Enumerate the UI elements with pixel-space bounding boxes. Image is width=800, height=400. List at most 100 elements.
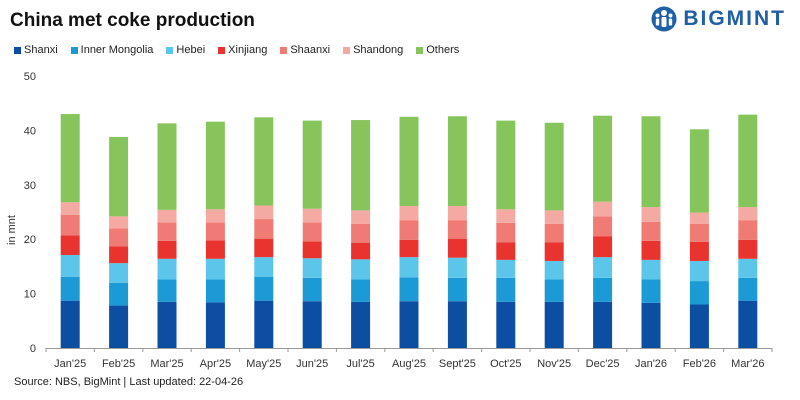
bar-segment-shandong [254, 205, 274, 220]
x-tick-label: Nov'25 [537, 358, 571, 370]
bar-segment-shanxi [738, 300, 758, 348]
x-tick-label: Dec'25 [586, 358, 620, 370]
bar-segment-others [205, 121, 225, 210]
bar-segment-xinjiang [157, 240, 177, 259]
legend-item-inner-mongolia: Inner Mongolia [70, 44, 153, 56]
legend-item-hebei: Hebei [166, 44, 205, 56]
bar-segment-hebei [689, 260, 709, 282]
bar-segment-shaanxi [302, 222, 322, 242]
legend-swatch [70, 46, 78, 54]
bar-segment-shaanxi [593, 216, 613, 237]
bar-segment-inner-mongolia [689, 281, 709, 305]
bar-segment-hebei [399, 257, 419, 278]
bar-segment-hebei [593, 257, 613, 278]
bar-segment-others [447, 116, 467, 207]
y-tick-label: 20 [24, 234, 36, 246]
bar-segment-hebei [641, 259, 661, 280]
bar-segment-inner-mongolia [109, 282, 129, 306]
bar-segment-inner-mongolia [544, 279, 564, 302]
bar-segment-others [496, 120, 516, 210]
bar-segment-shandong [205, 209, 225, 223]
y-tick-label: 0 [30, 343, 36, 355]
bar-segment-shaanxi [254, 219, 274, 239]
bar-segment-xinjiang [593, 236, 613, 258]
bar-segment-xinjiang [689, 241, 709, 261]
bar-segment-xinjiang [447, 238, 467, 258]
bar-segment-shanxi [254, 300, 274, 348]
bar-segment-shandong [689, 212, 709, 224]
legend-swatch [280, 46, 288, 54]
bar-segment-xinjiang [496, 242, 516, 260]
bar-segment-shaanxi [544, 223, 564, 243]
legend-swatch [416, 46, 424, 54]
bar-segment-inner-mongolia [60, 276, 80, 301]
legend-label: Others [426, 44, 460, 56]
bar-segment-xinjiang [254, 238, 274, 258]
legend-label: Shanxi [24, 44, 58, 56]
bar-segment-shaanxi [60, 214, 80, 236]
legend-label: Xinjiang [228, 44, 268, 56]
x-tick-label: Sept'25 [439, 358, 476, 370]
bar-segment-inner-mongolia [205, 279, 225, 303]
bar-segment-shanxi [60, 300, 80, 348]
bar-segment-shandong [157, 209, 177, 223]
bar-segment-others [593, 115, 613, 202]
bar-segment-shanxi [593, 301, 613, 348]
bar-segment-shanxi [109, 305, 129, 348]
bar-segment-others [399, 116, 419, 207]
x-tick-label: Jan'26 [635, 358, 667, 370]
bar-segment-shaanxi [738, 220, 758, 240]
bar-segment-others [302, 120, 322, 209]
bar-segment-hebei [205, 258, 225, 280]
bar-segment-shaanxi [447, 220, 467, 239]
bar-segment-hebei [109, 263, 129, 283]
chart-title: China met coke production [10, 10, 255, 31]
bar-segment-shaanxi [109, 228, 129, 247]
bar-segment-shaanxi [641, 221, 661, 241]
y-tick-label: 50 [24, 71, 36, 83]
bar-segment-hebei [447, 257, 467, 278]
bar-segment-inner-mongolia [641, 279, 661, 303]
bar-segment-others [641, 116, 661, 208]
bar-segment-xinjiang [738, 239, 758, 259]
bar-segment-shandong [496, 209, 516, 223]
bar-segment-inner-mongolia [254, 276, 274, 301]
x-tick-label: Feb'26 [683, 358, 716, 370]
bar-segment-xinjiang [302, 241, 322, 259]
bar-segment-shanxi [302, 301, 322, 348]
bar-segment-shandong [447, 206, 467, 221]
bar-segment-shaanxi [205, 222, 225, 241]
legend-label: Shaanxi [290, 44, 331, 56]
y-tick-label: 30 [24, 180, 36, 192]
x-tick-label: Jun'25 [296, 358, 328, 370]
brand-icon [651, 6, 677, 32]
legend-swatch [166, 46, 174, 54]
bar-segment-shandong [641, 207, 661, 222]
bar-segment-shandong [351, 210, 371, 224]
y-tick-label: 10 [24, 289, 36, 301]
y-tick-label: 40 [24, 125, 36, 137]
bar-segment-shaanxi [157, 222, 177, 241]
bar-segment-shandong [302, 208, 322, 223]
legend-swatch [343, 46, 351, 54]
bar-segment-shanxi [496, 301, 516, 348]
bar-segment-others [109, 136, 129, 217]
legend-swatch [14, 46, 21, 54]
x-tick-label: Jul'25 [346, 358, 374, 370]
bar-segment-hebei [302, 258, 322, 278]
chart-legend: Shanxi Inner Mongolia Hebei Xinjiang Shaanxi… [14, 44, 472, 56]
legend-item-others: Others [416, 44, 459, 56]
bar-segment-others [689, 129, 709, 213]
bar-segment-hebei [351, 259, 371, 280]
bar-segment-shandong [544, 210, 564, 224]
x-tick-label: Aug'25 [392, 358, 426, 370]
bar-segment-xinjiang [544, 242, 564, 261]
bar-segment-xinjiang [351, 243, 371, 260]
bar-segment-xinjiang [641, 240, 661, 260]
bar-segment-xinjiang [60, 235, 80, 255]
bar-segment-hebei [738, 258, 758, 278]
bar-segment-shandong [738, 207, 758, 221]
bar-segment-shanxi [205, 302, 225, 348]
source-note: Source: NBS, BigMint | Last updated: 22-… [14, 376, 244, 388]
